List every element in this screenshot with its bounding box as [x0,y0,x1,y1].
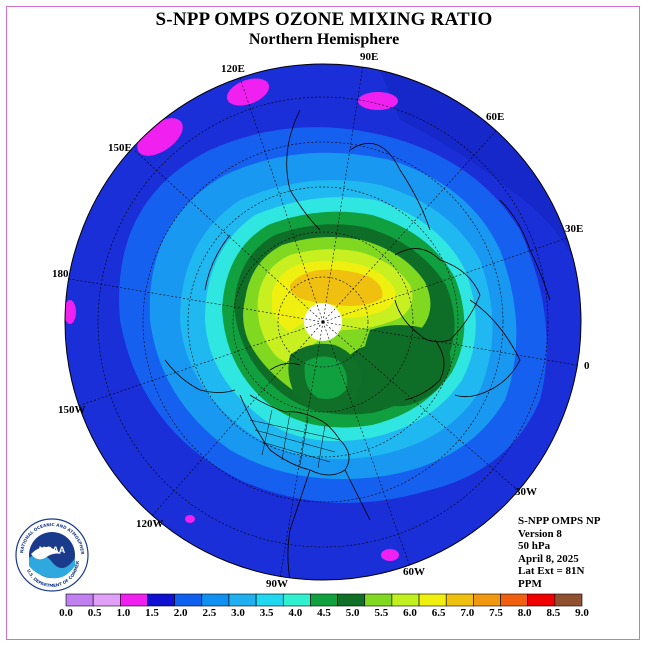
colorbar-swatch [337,593,366,607]
colorbar-swatch [282,593,311,607]
colorbar-tick-label: 8.5 [546,607,561,619]
colorbar-swatch [120,593,148,607]
colorbar-tick-label: 0.5 [87,607,102,619]
colorbar-tick-label: 7.0 [460,607,475,619]
colorbar-swatch [364,593,393,607]
colorbar-swatch [391,593,420,607]
colorbar-swatch [201,593,230,607]
lon-label-90w: 90W [266,578,288,590]
lon-label-30w: 30W [515,486,537,498]
colorbar-swatch [65,593,94,607]
lon-label-60w: 60W [403,566,425,578]
colorbar-tick-label: 2.0 [173,607,188,619]
info-lat-ext: Lat Ext = 81N [518,565,585,577]
lon-label-60e: 60E [486,111,505,123]
ozone-field [65,64,581,580]
colorbar-swatch [310,593,338,607]
map-title: S-NPP OMPS OZONE MIXING RATIO [155,9,493,30]
colorbar-tick-label: 9.0 [575,607,589,619]
lon-label-120e: 120E [221,63,245,75]
lon-label-30e: 30E [565,223,584,235]
info-instrument: S-NPP OMPS NP [518,515,601,527]
colorbar-swatch [445,593,474,607]
info-level: 50 hPa [518,540,551,552]
colorbar-swatch [174,593,203,607]
colorbar-swatch [527,593,556,607]
lon-label-90e: 90E [360,51,379,63]
info-date: April 8, 2025 [518,552,579,565]
lon-label-180: 180 [52,268,69,280]
lon-label-0: 0 [584,360,590,372]
colorbar-tick-label: 6.0 [403,607,417,619]
noaa-logo: NATIONAL OCEANIC AND ATMOSPHERIC ADMINIS… [15,518,89,592]
colorbar-swatch [473,593,501,607]
colorbar-swatch [418,593,447,607]
colorbar-swatch [554,593,583,607]
colorbar-swatch [255,593,284,607]
colorbar-tick-label: 5.0 [345,607,360,619]
colorbar-tick-label: 1.0 [116,607,131,619]
colorbar-swatch [228,593,257,607]
colorbar-tick-label: 3.5 [259,607,274,619]
lon-label-150w: 150W [58,404,86,416]
colorbar-tick-label: 5.5 [374,607,389,619]
colorbar-tick-label: 1.5 [145,607,159,619]
colorbar-tick-label: 7.5 [489,607,503,619]
info-units: PPM [518,577,542,590]
colorbar-swatch [92,593,121,607]
colorbar-swatch [500,593,528,607]
svg-text:NOAA: NOAA [39,545,66,555]
colorbar-tick-label: 6.5 [431,607,446,619]
figure-frame [6,6,640,640]
colorbar-tick-label: 8.0 [517,607,532,619]
colorbar-tick-label: 0.0 [59,607,73,619]
colorbar-tick-label: 2.5 [202,607,217,619]
lon-label-150e: 150E [108,142,132,154]
colorbar-tick-label: 4.5 [317,607,331,619]
colorbar-tick-label: 4.0 [288,607,303,619]
colorbar-swatch [147,593,175,607]
lon-label-120w: 120W [136,518,164,530]
info-block: S-NPP OMPS NP Version 8 50 hPa April 8, … [518,515,601,590]
colorbar-tick-label: 3.0 [231,607,245,619]
info-version: Version 8 [518,527,562,540]
map-subtitle: Northern Hemisphere [248,31,400,48]
colorbar [65,593,583,607]
